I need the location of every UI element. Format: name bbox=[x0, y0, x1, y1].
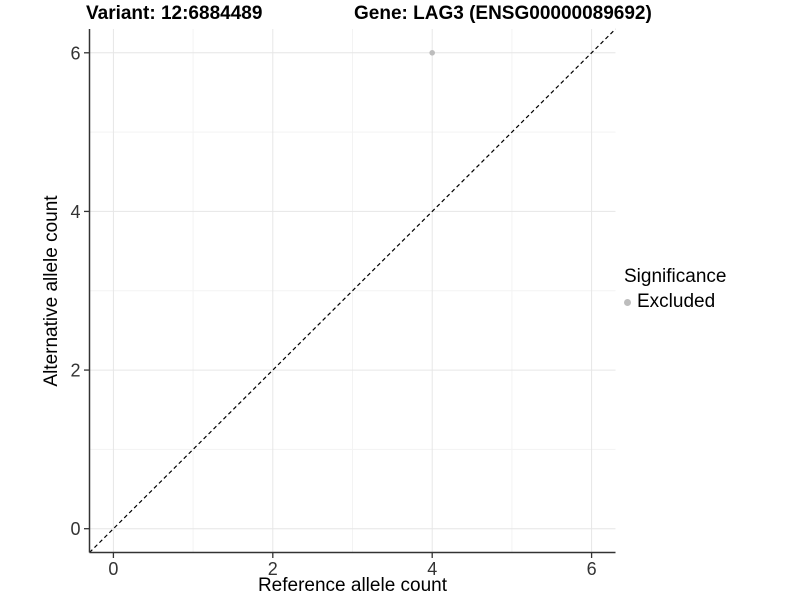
variant-title: Variant: 12:6884489 bbox=[86, 3, 263, 24]
identity-line bbox=[89, 28, 616, 553]
y-axis-title: Alternative allele count bbox=[41, 195, 62, 387]
legend-title: Significance bbox=[624, 266, 727, 287]
x-tick-label: 6 bbox=[587, 559, 597, 579]
y-tick-label: 6 bbox=[70, 43, 80, 63]
x-axis-title: Reference allele count bbox=[257, 575, 448, 596]
gene-title: Gene: LAG3 (ENSG00000089692) bbox=[354, 3, 652, 24]
legend-item-excluded: Excluded bbox=[624, 291, 726, 313]
x-tick-label: 2 bbox=[268, 559, 278, 579]
legend-key-dot bbox=[624, 298, 631, 306]
y-tick-label: 2 bbox=[70, 361, 80, 381]
x-tick-label: 0 bbox=[108, 559, 118, 579]
legend: Significance Excluded bbox=[624, 266, 726, 313]
y-tick-label: 0 bbox=[70, 519, 80, 539]
data-point-excluded bbox=[429, 49, 435, 56]
y-tick-label: 4 bbox=[70, 202, 80, 222]
legend-item-label: Excluded bbox=[637, 291, 716, 312]
x-tick-label: 4 bbox=[427, 559, 437, 579]
